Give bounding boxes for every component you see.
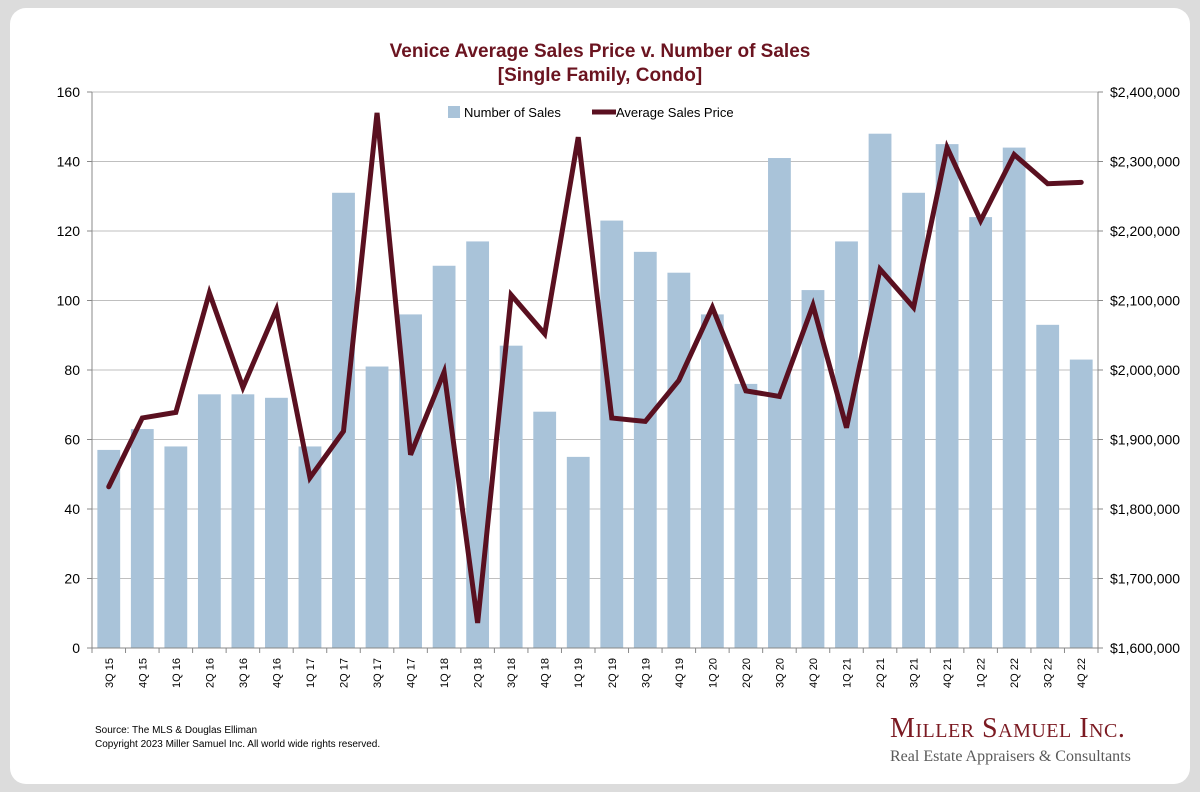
bar [365, 366, 389, 648]
logo-name: Miller Samuel Inc. [890, 713, 1126, 744]
combo-chart: 0 20 40 60 80 100 120 140 160 $1,600,000 $1,700,00… [57, 84, 1181, 688]
y-right-tick-label: $2,000,000 [1110, 362, 1180, 378]
y-left-tick-label: 0 [72, 640, 80, 656]
x-tick-label: 4Q 22 [1076, 658, 1088, 688]
y-right-tick-label: $1,600,000 [1110, 640, 1180, 656]
bar [466, 241, 490, 649]
y-right-tick-label: $2,400,000 [1110, 84, 1180, 100]
x-tick-label: 2Q 21 [875, 658, 887, 688]
bar [667, 272, 691, 648]
x-tick-label: 3Q 21 [909, 658, 921, 688]
legend-swatch-bars [448, 106, 460, 118]
y-left-tick-label: 160 [57, 84, 81, 100]
x-tick-label: 2Q 19 [607, 658, 619, 688]
x-tick-label: 4Q 16 [271, 658, 283, 688]
legend: Number of Sales Average Sales Price [448, 105, 734, 120]
axes-layer [87, 91, 1103, 653]
x-tick-label: 4Q 15 [137, 658, 149, 688]
bar [566, 456, 590, 648]
chart-title-line2: [Single Family, Condo] [497, 65, 703, 86]
x-tick-label: 1Q 17 [305, 658, 317, 688]
x-tick-label: 3Q 22 [1043, 658, 1055, 688]
x-tick-label: 1Q 18 [439, 658, 451, 688]
x-tick-label: 1Q 22 [976, 658, 988, 688]
bar [868, 133, 892, 648]
bar [633, 251, 657, 648]
y-left-tick-label: 20 [64, 571, 80, 587]
bar [533, 411, 557, 648]
bar [935, 144, 959, 648]
source-note: Source: The MLS & Douglas Elliman [95, 725, 258, 736]
bar [499, 345, 523, 648]
bar [700, 314, 724, 648]
x-tick-label: 2Q 22 [1009, 658, 1021, 688]
x-tick-label: 1Q 19 [573, 658, 585, 688]
x-tick-label: 1Q 20 [707, 658, 719, 688]
y-left-tick-label: 100 [57, 293, 81, 309]
x-tick-label: 2Q 16 [204, 658, 216, 688]
copyright-note: Copyright 2023 Miller Samuel Inc. All wo… [95, 739, 381, 750]
x-tick-label: 3Q 17 [372, 658, 384, 688]
logo-tagline: Real Estate Appraisers & Consultants [890, 748, 1131, 765]
y-left-tick-label: 120 [57, 223, 81, 239]
company-logo: Miller Samuel Inc. Real Estate Appraiser… [890, 714, 1131, 766]
y-left-tick-label: 80 [64, 362, 80, 378]
bar [1069, 359, 1093, 648]
x-tick-label: 2Q 20 [741, 658, 753, 688]
bar [801, 290, 825, 648]
bar [969, 217, 993, 648]
x-tick-label: 4Q 21 [942, 658, 954, 688]
legend-label-line: Average Sales Price [616, 105, 734, 120]
legend-label-bars: Number of Sales [464, 105, 561, 120]
x-tick-label: 4Q 20 [808, 658, 820, 688]
x-tick-label: 3Q 18 [506, 658, 518, 688]
bar [164, 446, 188, 648]
x-tick-label: 3Q 19 [640, 658, 652, 688]
bar [734, 383, 758, 648]
x-tick-label: 3Q 20 [774, 658, 786, 688]
x-tick-label: 4Q 18 [540, 658, 552, 688]
x-tick-label: 2Q 17 [339, 658, 351, 688]
y-right-tick-label: $1,700,000 [1110, 571, 1180, 587]
chart-title: Venice Average Sales Price v. Number of … [10, 40, 1190, 88]
x-tick-label: 1Q 21 [842, 658, 854, 688]
y-left-tick-label: 60 [64, 432, 80, 448]
x-tick-label: 3Q 15 [104, 658, 116, 688]
y-right-tick-label: $2,300,000 [1110, 154, 1180, 170]
y-left-tick-label: 40 [64, 501, 80, 517]
bar [600, 220, 624, 648]
y-right-tick-label: $1,800,000 [1110, 501, 1180, 517]
bar [231, 394, 255, 648]
bar [197, 394, 221, 648]
bar [1036, 324, 1060, 648]
bar [298, 446, 322, 648]
x-tick-label: 4Q 17 [406, 658, 418, 688]
bars-layer [97, 133, 1093, 649]
bar [432, 265, 456, 648]
line-layer [106, 112, 1084, 624]
bar [835, 241, 858, 649]
x-tick-label: 3Q 16 [238, 658, 250, 688]
y-right-tick-label: $2,200,000 [1110, 223, 1180, 239]
x-tick-label: 4Q 19 [674, 658, 686, 688]
bar [265, 397, 288, 648]
bar [902, 192, 925, 648]
bar [768, 158, 791, 648]
y-right-tick-label: $1,900,000 [1110, 432, 1180, 448]
y-left-tick-label: 140 [57, 154, 81, 170]
x-tick-label: 1Q 16 [171, 658, 183, 688]
bar [97, 449, 121, 648]
x-tick-label: 2Q 18 [473, 658, 485, 688]
price-line [106, 112, 1084, 624]
bar [1002, 147, 1026, 648]
bar [130, 429, 154, 648]
y-right-tick-label: $2,100,000 [1110, 293, 1180, 309]
chart-card: Venice Average Sales Price v. Number of … [10, 8, 1190, 784]
footer: Source: The MLS & Douglas Elliman Copyri… [95, 724, 380, 752]
chart-title-line1: Venice Average Sales Price v. Number of … [389, 41, 811, 62]
ticks-layer: 0 20 40 60 80 100 120 140 160 $1,600,000 $1,700,00… [57, 84, 1181, 688]
